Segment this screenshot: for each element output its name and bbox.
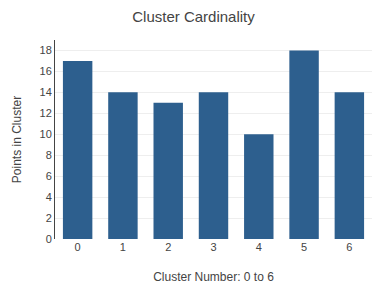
svg-text:16: 16 (40, 65, 52, 77)
svg-text:4: 4 (256, 241, 262, 253)
svg-text:6: 6 (46, 170, 52, 182)
svg-text:2: 2 (46, 212, 52, 224)
svg-text:3: 3 (210, 241, 216, 253)
svg-text:8: 8 (46, 149, 52, 161)
svg-text:4: 4 (46, 191, 52, 203)
svg-text:5: 5 (301, 241, 307, 253)
svg-text:Cluster Number: 0 to 6: Cluster Number: 0 to 6 (153, 270, 274, 284)
svg-text:1: 1 (120, 241, 126, 253)
svg-text:2: 2 (165, 241, 171, 253)
svg-text:12: 12 (40, 107, 52, 119)
svg-text:Points in Cluster: Points in Cluster (10, 96, 24, 183)
svg-text:6: 6 (346, 241, 352, 253)
svg-text:10: 10 (40, 128, 52, 140)
svg-text:Cluster Cardinality: Cluster Cardinality (132, 8, 255, 25)
svg-text:0: 0 (46, 233, 52, 245)
svg-text:18: 18 (40, 44, 52, 56)
svg-text:0: 0 (75, 241, 81, 253)
svg-text:14: 14 (40, 86, 52, 98)
